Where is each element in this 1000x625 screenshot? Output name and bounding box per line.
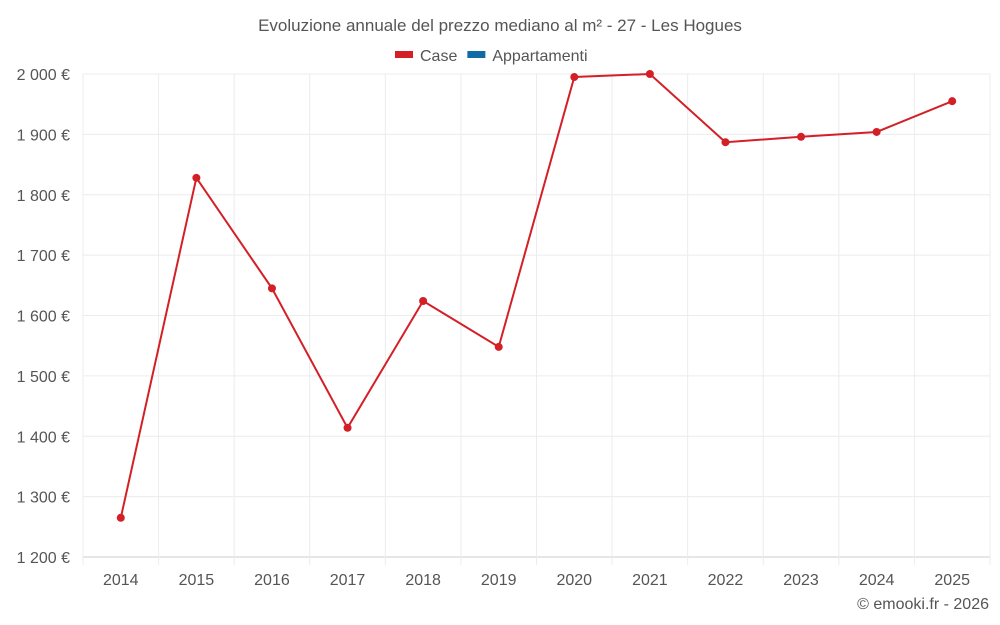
x-tick-label: 2016: [254, 572, 290, 589]
x-tick-label: 2019: [481, 572, 517, 589]
legend-label: Appartamenti: [492, 48, 587, 65]
data-point[interactable]: [267, 284, 276, 293]
x-tick-label: 2018: [405, 572, 441, 589]
series: [116, 70, 957, 522]
y-tick-label: 1 800 €: [17, 188, 70, 205]
data-point[interactable]: [343, 423, 352, 432]
data-point[interactable]: [948, 97, 957, 106]
x-tick-label: 2017: [330, 572, 366, 589]
x-axis: 2014 2015 2016 2017 2018 2019 2020 2021 2022 2023…: [103, 572, 970, 589]
legend-item-appartamenti[interactable]: Appartamenti: [467, 48, 588, 65]
x-tick-label: 2022: [708, 572, 744, 589]
y-tick-label: 1 900 €: [17, 127, 70, 144]
grid: [82, 73, 991, 565]
chart-title: Evoluzione annuale del prezzo mediano al…: [258, 16, 742, 35]
y-tick-label: 1 600 €: [17, 309, 70, 326]
data-point[interactable]: [192, 173, 201, 182]
x-tick-label: 2025: [934, 572, 970, 589]
credit: © emooki.fr - 2026: [857, 596, 989, 613]
x-tick-label: 2021: [632, 572, 668, 589]
legend: Case Appartamenti: [395, 48, 588, 65]
data-point[interactable]: [645, 70, 654, 78]
data-point[interactable]: [797, 132, 806, 141]
x-tick-label: 2014: [103, 572, 139, 589]
legend-swatch: [395, 51, 413, 58]
y-tick-label: 1 200 €: [17, 550, 70, 567]
legend-label: Case: [420, 48, 457, 65]
y-tick-label: 1 700 €: [17, 248, 70, 265]
legend-item-case[interactable]: Case: [395, 48, 457, 65]
x-tick-label: 2015: [179, 572, 215, 589]
data-point[interactable]: [116, 513, 125, 522]
x-tick-label: 2023: [783, 572, 819, 589]
y-tick-label: 1 500 €: [17, 369, 70, 386]
data-point[interactable]: [570, 73, 579, 82]
data-point[interactable]: [872, 127, 881, 136]
x-tick-label: 2020: [556, 572, 592, 589]
data-point[interactable]: [494, 342, 503, 351]
y-tick-label: 1 400 €: [17, 429, 70, 446]
series-line-case: [119, 72, 953, 518]
y-axis: 1 200 € 1 300 € 1 400 € 1 500 € 1 600 € 1 700…: [17, 67, 70, 567]
data-point[interactable]: [721, 138, 730, 147]
x-tick-label: 2024: [859, 572, 895, 589]
data-point[interactable]: [419, 297, 428, 306]
legend-swatch: [467, 51, 486, 58]
y-tick-label: 2 000 €: [17, 67, 70, 84]
y-tick-label: 1 300 €: [17, 490, 70, 507]
